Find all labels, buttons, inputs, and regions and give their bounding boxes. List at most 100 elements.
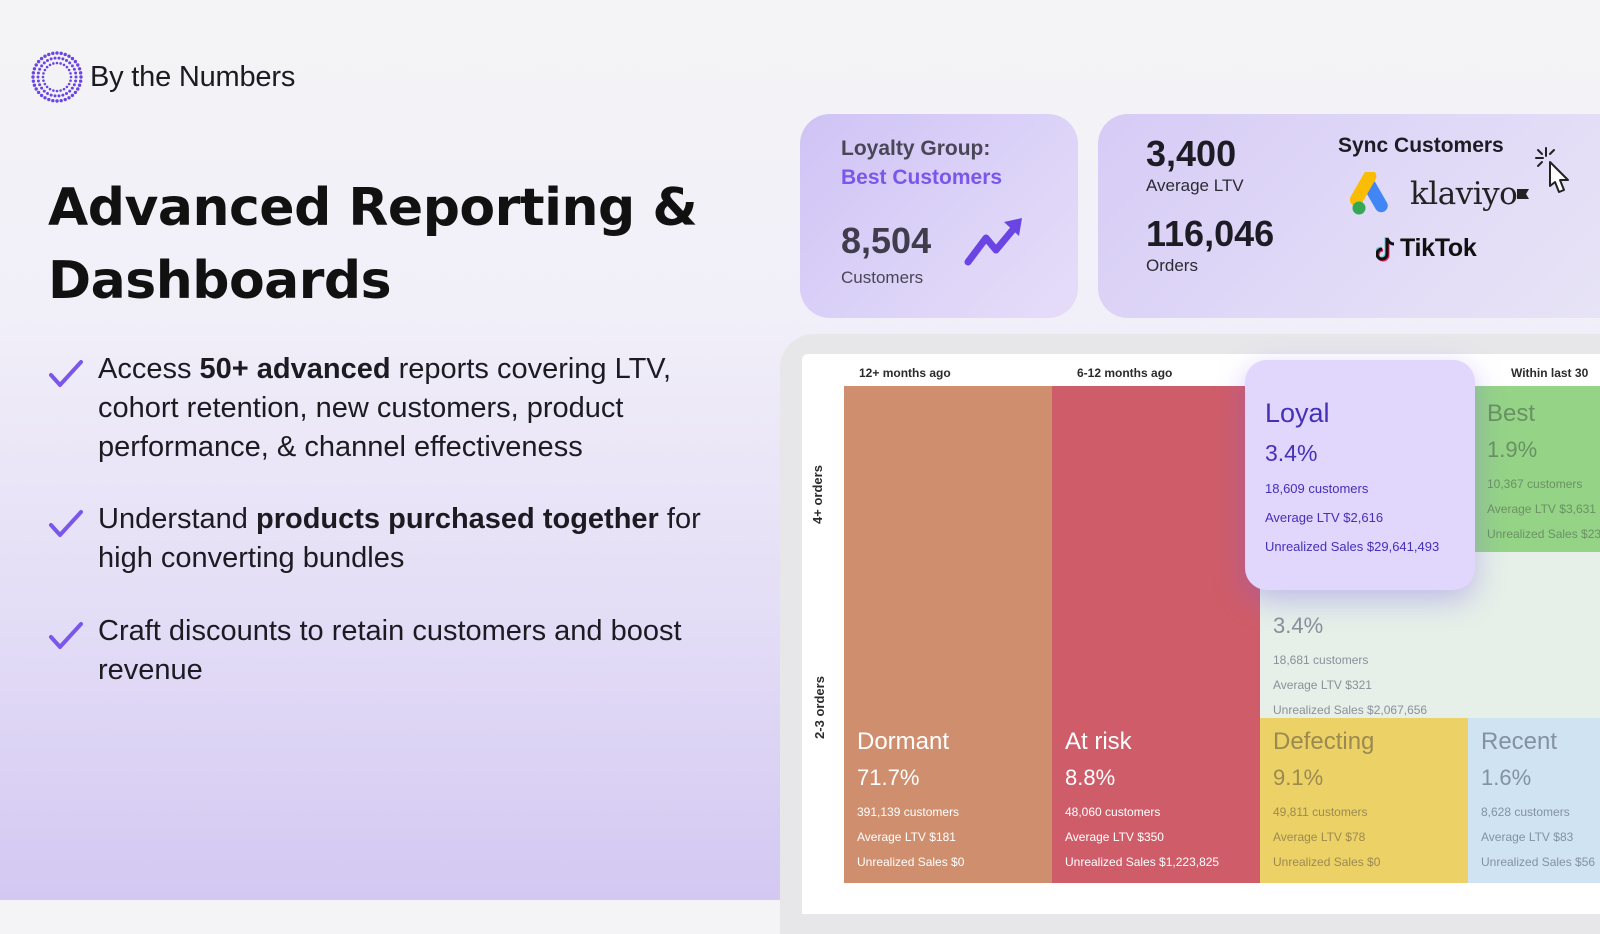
segment-ltv: Average LTV $83: [1481, 830, 1574, 844]
brand-logo-dot: [36, 71, 40, 75]
segment-customers: 391,139 customers: [857, 805, 960, 819]
brand-logo-dot: [55, 51, 59, 55]
brand-logo-dot: [57, 94, 61, 98]
brand-logo-dot: [38, 67, 42, 71]
brand-logo-dot: [31, 75, 35, 79]
brand-logo-dot: [48, 63, 52, 67]
row-header-2-3-orders: 2-3 orders: [811, 676, 827, 739]
tiktok-logo: TikTok: [1400, 234, 1477, 262]
segment-ltv: Average LTV $350: [1065, 830, 1164, 844]
brand-logo-dot: [49, 57, 53, 61]
segment-unrealized: Unrealized Sales $56: [1481, 855, 1596, 869]
loyalty-group-card[interactable]: Loyalty Group: Best Customers 8,504 Cust…: [800, 114, 1078, 318]
brand-logo-dot: [41, 75, 45, 79]
brand-logo-dot: [70, 56, 75, 61]
segment-customers: 18,681 customers: [1273, 653, 1369, 667]
brand-logo-dot: [47, 97, 51, 102]
brand-logo-dot: [76, 87, 80, 91]
tiktok-integration[interactable]: TikTok: [1376, 234, 1477, 263]
brand-logo-dot: [38, 83, 42, 87]
brand-logo-dot: [52, 89, 55, 92]
orders-label: Orders: [1146, 256, 1198, 275]
google-ads-icon: [1350, 172, 1388, 215]
segment-unrealized: Unrealized Sales $0: [857, 855, 965, 869]
page-title: Advanced Reporting & Dashboards: [48, 172, 748, 318]
brand-logo-dot: [45, 65, 49, 69]
segment-customers: 8,628 customers: [1481, 805, 1570, 819]
brand-logo-dot: [32, 67, 37, 71]
brand-logo-dot: [65, 91, 68, 95]
segment-recent[interactable]: Recent 1.6% 8,628 customers Average LTV …: [1468, 718, 1600, 883]
brand-logo-dot: [69, 72, 72, 75]
brand-logo-dot: [42, 72, 45, 75]
brand-logo-dot: [59, 89, 62, 92]
brand-logo-dot: [51, 98, 55, 103]
brand-logo-dot: [36, 59, 41, 64]
brand-logo-dot: [77, 83, 82, 87]
brand-logo-dot: [67, 68, 71, 72]
row-header-4-plus-orders: 4+ orders: [809, 465, 825, 524]
brand-logo-dot: [59, 62, 62, 65]
segment-percent: 3.4%: [1273, 613, 1324, 638]
segment-loyal-highlight-card[interactable]: Loyal 3.4% 18,609 customers Average LTV …: [1245, 360, 1475, 590]
brand-logo-dot: [67, 96, 71, 100]
feature-bullet-bundles: Understand products purchased together f…: [48, 500, 728, 578]
brand-logo-dot: [42, 89, 46, 93]
segment-name: At risk: [1065, 728, 1132, 755]
brand-logo-dot: [59, 51, 63, 56]
brand-logo-dot: [43, 96, 47, 100]
brand-logo-dot: [65, 65, 69, 69]
segment-percent: 9.1%: [1273, 765, 1324, 790]
segment-best[interactable]: Best 1.9% 10,367 customers Average LTV $…: [1474, 386, 1600, 552]
segment-name: Defecting: [1273, 728, 1375, 755]
check-icon: [49, 360, 83, 387]
brand-logo-dot: [74, 79, 78, 83]
klaviyo-flag-icon: [1517, 189, 1530, 199]
brand-logo-dot: [36, 90, 41, 95]
brand-logo-dot: [70, 64, 74, 68]
brand-logo-dot: [70, 93, 75, 98]
brand-logo-dot: [76, 63, 80, 67]
feature-text: Craft discounts to retain customers and …: [98, 615, 682, 686]
segment-unrealized: Unrealized Sales $1,223,825: [1065, 855, 1220, 869]
brand-logo-dot: [63, 52, 67, 57]
segment-dormant[interactable]: Dormant 71.7% 391,139 customers Average …: [844, 386, 1052, 883]
average-ltv-label: Average LTV: [1146, 176, 1244, 195]
brand-logo-dot: [69, 79, 72, 82]
segment-unrealized: Unrealized Sales $2,067,656: [1273, 703, 1428, 717]
brand-logo-dot: [68, 89, 72, 93]
segment-customers: 10,367 customers: [1487, 477, 1583, 491]
brand-logo-dot: [67, 54, 71, 58]
headline-line-2: Dashboards: [48, 251, 392, 311]
brand-logo-dot: [63, 97, 67, 102]
segment-at-risk[interactable]: At risk 8.8% 48,060 customers Average LT…: [1052, 386, 1260, 883]
brand-logo-dot: [57, 56, 61, 60]
brand-logo-dot: [72, 83, 76, 87]
segment-customers: 18,609 customers: [1265, 481, 1369, 496]
brand-logo-dot: [47, 52, 51, 57]
brand-logo-dot: [59, 98, 63, 103]
segment-percent: 1.6%: [1481, 765, 1532, 790]
brand-logo-dot: [31, 71, 36, 75]
brand-logo-dot: [42, 79, 45, 82]
segment-name: Dormant: [857, 728, 950, 755]
brand-logo-dot: [49, 93, 53, 97]
segment-percent: 3.4%: [1265, 440, 1318, 466]
klaviyo-integration[interactable]: klaviyo: [1350, 172, 1530, 216]
brand-logo-dot: [78, 71, 83, 75]
pointer-click-icon: [1535, 147, 1569, 193]
segment-ltv: Average LTV $321: [1273, 678, 1372, 692]
brand-logo-dot: [70, 86, 74, 90]
brand-logo-dot: [31, 79, 36, 83]
feature-text: Understand products purchased together f…: [98, 503, 701, 574]
klaviyo-logo: klaviyo: [1410, 176, 1518, 212]
segment-ltv: Average LTV $3,631: [1487, 502, 1596, 516]
feature-text: Access 50+ advanced reports covering LTV…: [98, 353, 672, 463]
segment-ltv: Average LTV $2,616: [1265, 510, 1384, 525]
segment-customers: 48,060 customers: [1065, 805, 1161, 819]
segment-defecting[interactable]: Defecting 9.1% 49,811 customers Average …: [1260, 718, 1468, 883]
brand-logo-dot: [36, 75, 40, 79]
brand-logo-dot: [61, 93, 65, 97]
sync-customers-title: Sync Customers: [1338, 134, 1504, 157]
brand-logo-dot: [73, 90, 78, 95]
